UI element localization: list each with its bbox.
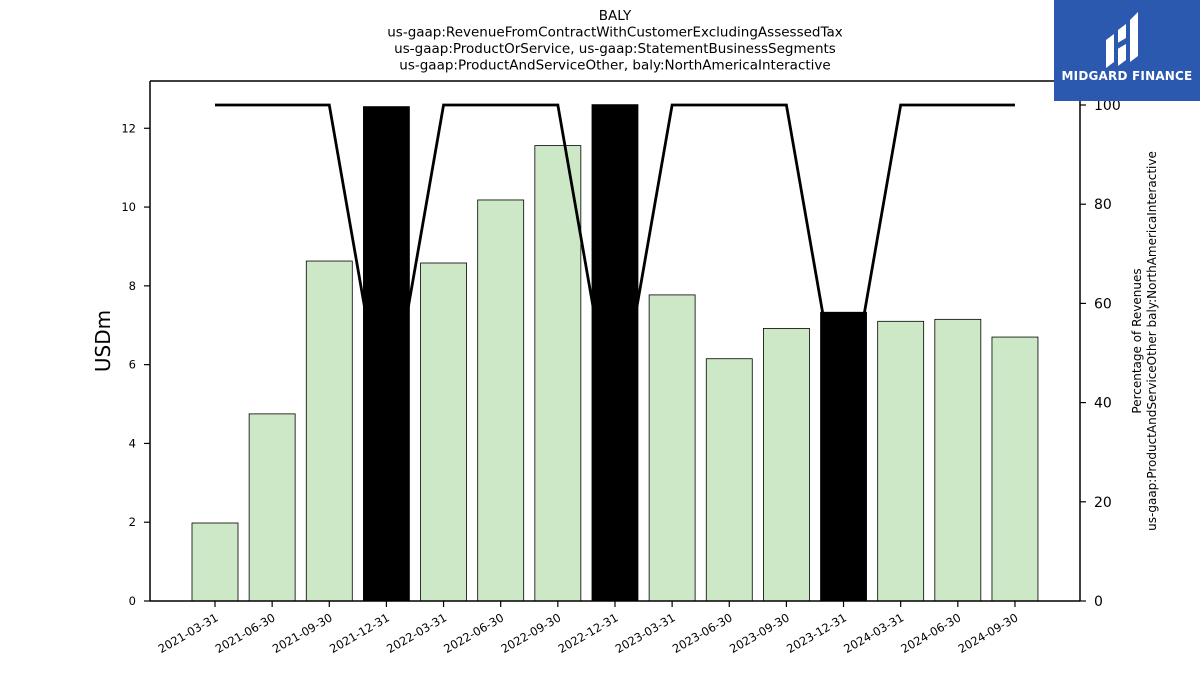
logo-text: MIDGARD FINANCE [1061, 69, 1193, 83]
y-tick-label: 4 [129, 436, 136, 450]
x-tick-label: 2023-03-31 [613, 610, 678, 656]
y-axis-title: USDm [91, 310, 115, 372]
x-tick-label: 2024-09-30 [956, 610, 1021, 656]
y-tick-label: 12 [121, 121, 136, 135]
bar [420, 262, 467, 602]
bar [191, 522, 239, 602]
chart-title: BALYus-gaap:RevenueFromContractWithCusto… [387, 8, 843, 74]
chart-title-line: BALY [599, 8, 632, 24]
midgard-finance-logo: MIDGARD FINANCE [1054, 0, 1200, 101]
y-tick-label: 8 [129, 279, 136, 293]
bar [363, 106, 410, 602]
y-tick-label: 6 [129, 358, 136, 372]
bar [877, 320, 925, 602]
y-tick-label: 10 [121, 200, 136, 214]
y-tick-label: 0 [129, 594, 136, 608]
y-right-tick-label: 60 [1094, 296, 1112, 312]
bar [820, 311, 867, 602]
x-tick-label: 2021-12-31 [327, 610, 392, 656]
bar [763, 327, 810, 602]
chart-title-line: us-gaap:ProductAndServiceOther, baly:Nor… [399, 58, 830, 74]
bar [591, 104, 639, 602]
chart-title-line: us-gaap:RevenueFromContractWithCustomerE… [387, 25, 843, 41]
y-right-tick-label: 20 [1094, 495, 1112, 511]
percentage-line [215, 103, 1015, 433]
bar [305, 260, 353, 602]
y-tick-label: 2 [129, 515, 136, 529]
x-tick-label: 2022-06-30 [441, 610, 506, 656]
x-tick-label: 2022-12-31 [556, 610, 621, 656]
x-tick-label: 2022-03-31 [384, 610, 449, 656]
x-tick-label: 2023-06-30 [670, 610, 735, 656]
bar [477, 199, 525, 602]
x-tick-label: 2023-12-31 [784, 610, 849, 656]
x-tick-label: 2022-09-30 [498, 610, 563, 656]
bar [705, 358, 753, 602]
y-right-tick-label: 40 [1094, 396, 1112, 412]
bar [534, 145, 582, 602]
x-tick-label: 2021-06-30 [213, 610, 278, 656]
y-right-axis-title: Percentage of Revenues [1130, 268, 1144, 413]
x-tick-label: 2021-09-30 [270, 610, 335, 656]
y-right-tick-label: 0 [1094, 594, 1103, 610]
bar [648, 294, 696, 602]
x-tick-label: 2024-06-30 [898, 610, 963, 656]
bar [991, 336, 1039, 602]
chart-title-line: us-gaap:ProductOrService, us-gaap:Statem… [394, 41, 836, 57]
bars [191, 104, 1039, 602]
y-right-tick-label: 80 [1094, 197, 1112, 213]
x-tick-label: 2024-03-31 [841, 610, 906, 656]
y-right-tick-label: 100 [1094, 98, 1121, 114]
midgard-logo-icon [1106, 12, 1138, 68]
bar [248, 413, 296, 602]
y-right-axis-title: us-gaap:ProductAndServiceOther baly:Nort… [1145, 151, 1159, 531]
percentage-line-layer [215, 103, 1015, 433]
x-tick-label: 2021-03-31 [156, 610, 221, 656]
x-tick-label: 2023-09-30 [727, 610, 792, 656]
bar [934, 318, 982, 602]
